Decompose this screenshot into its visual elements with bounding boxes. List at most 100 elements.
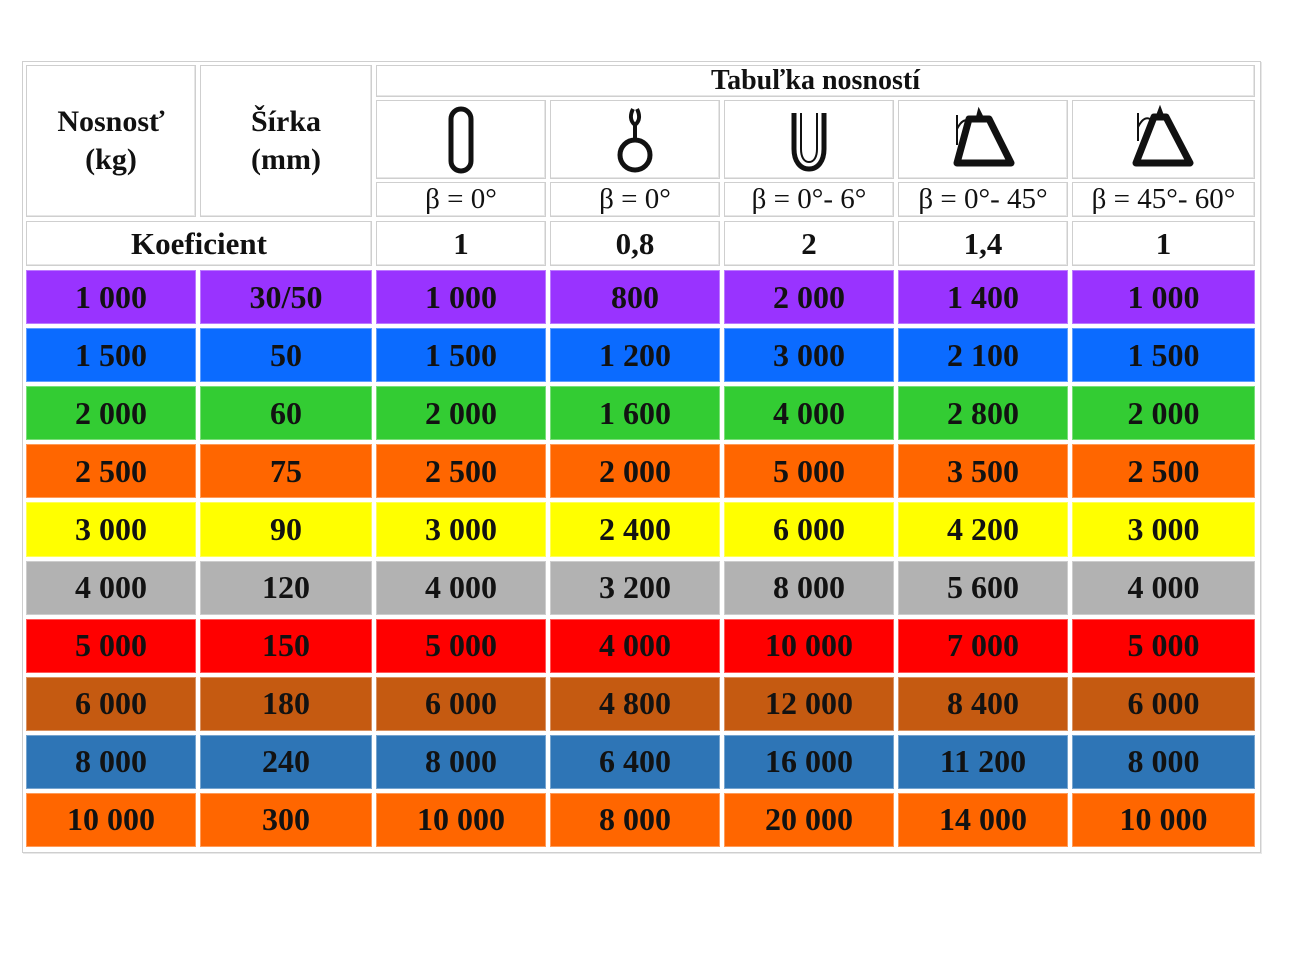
table-cell: 5 000	[724, 444, 894, 499]
table-cell: 10 000	[26, 792, 196, 848]
table-cell: 3 200	[550, 560, 720, 615]
table-cell: 3 000	[376, 502, 546, 557]
coef-label: Koeficient	[26, 221, 372, 266]
table-cell: 2 000	[550, 444, 720, 499]
table-cell: 10 000	[1072, 792, 1255, 848]
coef-cell-2: 0,8	[550, 221, 720, 266]
table-cell: 5 600	[898, 560, 1068, 615]
table-cell: 6 400	[550, 734, 720, 789]
table-cell: 50	[200, 328, 372, 383]
table-cell: 3 000	[1072, 502, 1255, 557]
table-frame	[22, 61, 1261, 853]
table-cell: 1 200	[550, 328, 720, 383]
table-cell: 1 500	[376, 328, 546, 383]
table-cell: 1 500	[1072, 328, 1255, 383]
table-cell: 1 400	[898, 270, 1068, 325]
table-cell: 8 000	[376, 734, 546, 789]
table-cell: 4 000	[724, 386, 894, 441]
table-cell: 4 000	[1072, 560, 1255, 615]
table-cell: 180	[200, 676, 372, 731]
table-cell: 1 000	[376, 270, 546, 325]
coef-cell-4: 1,4	[898, 221, 1068, 266]
table-cell: 1 000	[26, 270, 196, 325]
table-cell: 6 000	[376, 676, 546, 731]
table-cell: 6 000	[26, 676, 196, 731]
table-cell: 3 500	[898, 444, 1068, 499]
table-cell: 150	[200, 618, 372, 673]
table-cell: 1 500	[26, 328, 196, 383]
table-cell: 2 000	[724, 270, 894, 325]
icon-cell-5	[1072, 100, 1255, 179]
table-cell: 4 000	[376, 560, 546, 615]
table-cell: 2 400	[550, 502, 720, 557]
table-cell: 240	[200, 734, 372, 789]
loop-straight-icon	[448, 106, 474, 173]
table-cell: 10 000	[376, 792, 546, 848]
icon-cell-2	[550, 100, 720, 179]
table-cell: 8 000	[724, 560, 894, 615]
coef-cell-1: 1	[376, 221, 546, 266]
table-cell: 1 000	[1072, 270, 1255, 325]
table-cell: 14 000	[898, 792, 1068, 848]
table-cell: 20 000	[724, 792, 894, 848]
table-cell: 4 200	[898, 502, 1068, 557]
table-cell: 30/50	[200, 270, 372, 325]
capacity-header-line1: Nosnosť	[57, 105, 165, 138]
table-cell: 4 000	[26, 560, 196, 615]
table-title: Tabuľka nosností	[376, 65, 1255, 97]
table-cell: 2 500	[376, 444, 546, 499]
choke-hitch-icon	[617, 107, 653, 172]
table-cell: 2 500	[26, 444, 196, 499]
capacity-header: Nosnosť (kg)	[26, 65, 196, 217]
table-cell: 11 200	[898, 734, 1068, 789]
table-cell: 3 000	[724, 328, 894, 383]
table-cell: 90	[200, 502, 372, 557]
icon-cell-4	[898, 100, 1068, 179]
table-cell: 800	[550, 270, 720, 325]
table-cell: 8 000	[550, 792, 720, 848]
table-cell: 2 000	[376, 386, 546, 441]
table-cell: 10 000	[724, 618, 894, 673]
triangle-0-45-icon	[953, 106, 1015, 166]
table-cell: 2 500	[1072, 444, 1255, 499]
table-cell: 6 000	[724, 502, 894, 557]
angle-cell-5: β = 45°- 60°	[1072, 182, 1255, 217]
table-cell: 5 000	[376, 618, 546, 673]
table-cell: 16 000	[724, 734, 894, 789]
angle-cell-4: β = 0°- 45°	[898, 182, 1068, 217]
capacity-header-line2: (kg)	[85, 143, 137, 176]
table-cell: 5 000	[1072, 618, 1255, 673]
triangle-45-60-icon	[1132, 104, 1193, 166]
table-cell: 8 000	[26, 734, 196, 789]
icon-cell-3	[724, 100, 894, 179]
width-header-line1: Šírka	[250, 105, 322, 138]
table-cell: 7 000	[898, 618, 1068, 673]
table-cell: 2 000	[1072, 386, 1255, 441]
table-cell: 8 400	[898, 676, 1068, 731]
coef-cell-3: 2	[724, 221, 894, 266]
angle-cell-3: β = 0°- 6°	[724, 182, 894, 217]
icon-cell-1	[376, 100, 546, 179]
table-cell: 1 600	[550, 386, 720, 441]
table-cell: 60	[200, 386, 372, 441]
table-cell: 5 000	[26, 618, 196, 673]
table-cell: 8 000	[1072, 734, 1255, 789]
table-cell: 2 800	[898, 386, 1068, 441]
coef-cell-5: 1	[1072, 221, 1255, 266]
table-cell: 6 000	[1072, 676, 1255, 731]
table-cell: 2 100	[898, 328, 1068, 383]
table-cell: 3 000	[26, 502, 196, 557]
angle-cell-2: β = 0°	[550, 182, 720, 217]
table-cell: 120	[200, 560, 372, 615]
table-cell: 75	[200, 444, 372, 499]
table-cell: 300	[200, 792, 372, 848]
table-cell: 4 800	[550, 676, 720, 731]
width-header: Šírka (mm)	[200, 65, 372, 217]
table-cell: 12 000	[724, 676, 894, 731]
angle-cell-1: β = 0°	[376, 182, 546, 217]
table-cell: 2 000	[26, 386, 196, 441]
table-cell: 4 000	[550, 618, 720, 673]
width-header-line2: (mm)	[251, 143, 321, 176]
basket-u-icon	[791, 112, 827, 172]
